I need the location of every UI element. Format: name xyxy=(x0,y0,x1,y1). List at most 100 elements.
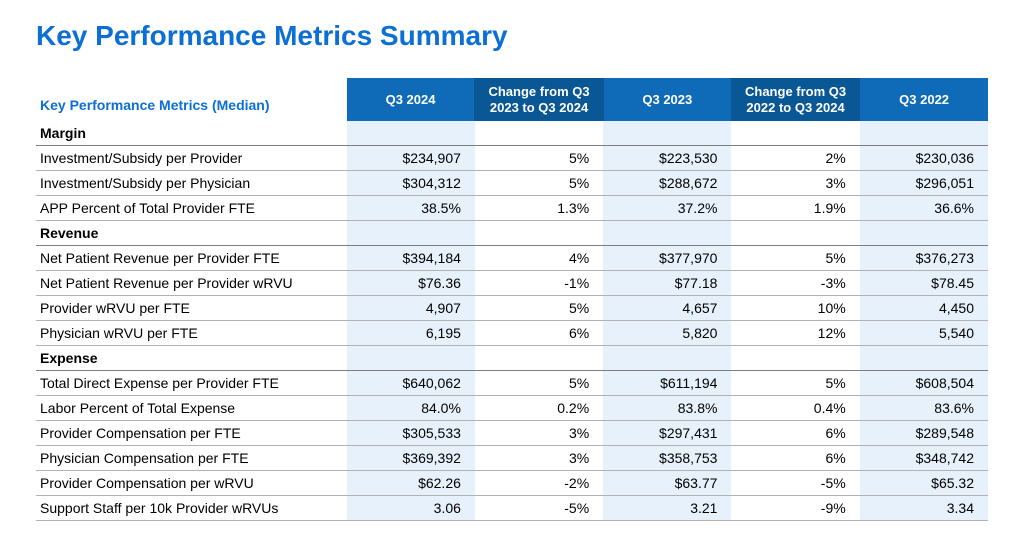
row-value: 1.9% xyxy=(731,196,859,221)
section-empty-cell xyxy=(731,121,859,146)
row-value: $234,907 xyxy=(347,146,475,171)
row-value: 38.5% xyxy=(347,196,475,221)
row-value: 5% xyxy=(731,371,859,396)
row-value: 5% xyxy=(475,171,603,196)
row-value: $63.77 xyxy=(603,471,731,496)
row-value: $297,431 xyxy=(603,421,731,446)
row-value: $369,392 xyxy=(347,446,475,471)
row-label: Investment/Subsidy per Provider xyxy=(36,146,347,171)
table-row: Physician wRVU per FTE6,1956%5,82012%5,5… xyxy=(36,321,988,346)
row-value: 5% xyxy=(475,296,603,321)
row-value: 6,195 xyxy=(347,321,475,346)
row-value: -2% xyxy=(475,471,603,496)
row-value: -5% xyxy=(475,496,603,521)
section-label: Expense xyxy=(36,346,347,371)
row-value: $230,036 xyxy=(860,146,988,171)
row-value: 3.34 xyxy=(860,496,988,521)
table-row: APP Percent of Total Provider FTE38.5%1.… xyxy=(36,196,988,221)
row-value: $76.36 xyxy=(347,271,475,296)
row-value: 0.2% xyxy=(475,396,603,421)
row-value: 3.21 xyxy=(603,496,731,521)
header-col-change-2023: Change from Q3 2023 to Q3 2024 xyxy=(475,78,603,121)
section-empty-cell xyxy=(347,121,475,146)
section-row: Revenue xyxy=(36,221,988,246)
row-value: 5% xyxy=(475,371,603,396)
row-label: Provider Compensation per FTE xyxy=(36,421,347,446)
row-value: $376,273 xyxy=(860,246,988,271)
row-value: 4,657 xyxy=(603,296,731,321)
row-label: Physician Compensation per FTE xyxy=(36,446,347,471)
row-value: -5% xyxy=(731,471,859,496)
row-value: 3% xyxy=(475,421,603,446)
section-empty-cell xyxy=(475,346,603,371)
row-value: 1.3% xyxy=(475,196,603,221)
row-value: -3% xyxy=(731,271,859,296)
row-value: 83.8% xyxy=(603,396,731,421)
table-row: Net Patient Revenue per Provider wRVU$76… xyxy=(36,271,988,296)
header-col-q3-2023: Q3 2023 xyxy=(603,78,731,121)
row-value: 3.06 xyxy=(347,496,475,521)
section-empty-cell xyxy=(860,346,988,371)
section-row: Expense xyxy=(36,346,988,371)
row-value: 3% xyxy=(731,171,859,196)
row-value: 10% xyxy=(731,296,859,321)
row-value: -9% xyxy=(731,496,859,521)
row-label: Net Patient Revenue per Provider wRVU xyxy=(36,271,347,296)
row-value: 5,540 xyxy=(860,321,988,346)
section-empty-cell xyxy=(347,221,475,246)
row-value: 6% xyxy=(475,321,603,346)
metrics-table: Key Performance Metrics (Median) Q3 2024… xyxy=(36,78,988,521)
table-row: Labor Percent of Total Expense84.0%0.2%8… xyxy=(36,396,988,421)
row-label: APP Percent of Total Provider FTE xyxy=(36,196,347,221)
row-label: Physician wRVU per FTE xyxy=(36,321,347,346)
row-value: 12% xyxy=(731,321,859,346)
table-row: Support Staff per 10k Provider wRVUs3.06… xyxy=(36,496,988,521)
row-value: $289,548 xyxy=(860,421,988,446)
row-value: $348,742 xyxy=(860,446,988,471)
row-value: -1% xyxy=(475,271,603,296)
table-row: Provider Compensation per FTE$305,5333%$… xyxy=(36,421,988,446)
section-row: Margin xyxy=(36,121,988,146)
row-value: 4,907 xyxy=(347,296,475,321)
row-value: 5% xyxy=(731,246,859,271)
row-value: $77.18 xyxy=(603,271,731,296)
row-value: $305,533 xyxy=(347,421,475,446)
header-col-change-2022: Change from Q3 2022 to Q3 2024 xyxy=(731,78,859,121)
page-title: Key Performance Metrics Summary xyxy=(36,20,988,52)
row-value: 83.6% xyxy=(860,396,988,421)
section-empty-cell xyxy=(860,221,988,246)
page: Key Performance Metrics Summary Key Perf… xyxy=(0,0,1024,557)
table-row: Total Direct Expense per Provider FTE$64… xyxy=(36,371,988,396)
row-value: 84.0% xyxy=(347,396,475,421)
row-label: Provider Compensation per wRVU xyxy=(36,471,347,496)
header-col-q3-2022: Q3 2022 xyxy=(860,78,988,121)
row-label: Support Staff per 10k Provider wRVUs xyxy=(36,496,347,521)
table-row: Provider Compensation per wRVU$62.26-2%$… xyxy=(36,471,988,496)
row-value: 2% xyxy=(731,146,859,171)
row-value: $296,051 xyxy=(860,171,988,196)
row-value: $223,530 xyxy=(603,146,731,171)
section-empty-cell xyxy=(731,221,859,246)
table-row: Investment/Subsidy per Provider$234,9075… xyxy=(36,146,988,171)
row-value: 5% xyxy=(475,146,603,171)
table-head: Key Performance Metrics (Median) Q3 2024… xyxy=(36,78,988,121)
section-empty-cell xyxy=(475,221,603,246)
table-row: Provider wRVU per FTE4,9075%4,65710%4,45… xyxy=(36,296,988,321)
section-empty-cell xyxy=(347,346,475,371)
section-label: Margin xyxy=(36,121,347,146)
row-value: $608,504 xyxy=(860,371,988,396)
row-value: $65.32 xyxy=(860,471,988,496)
header-metric-label: Key Performance Metrics (Median) xyxy=(36,78,347,121)
row-value: $640,062 xyxy=(347,371,475,396)
row-value: $78.45 xyxy=(860,271,988,296)
row-value: $611,194 xyxy=(603,371,731,396)
row-value: 0.4% xyxy=(731,396,859,421)
row-value: $394,184 xyxy=(347,246,475,271)
section-empty-cell xyxy=(603,121,731,146)
section-empty-cell xyxy=(475,121,603,146)
table-row: Physician Compensation per FTE$369,3923%… xyxy=(36,446,988,471)
row-value: $288,672 xyxy=(603,171,731,196)
row-value: $304,312 xyxy=(347,171,475,196)
row-value: 6% xyxy=(731,446,859,471)
section-label: Revenue xyxy=(36,221,347,246)
